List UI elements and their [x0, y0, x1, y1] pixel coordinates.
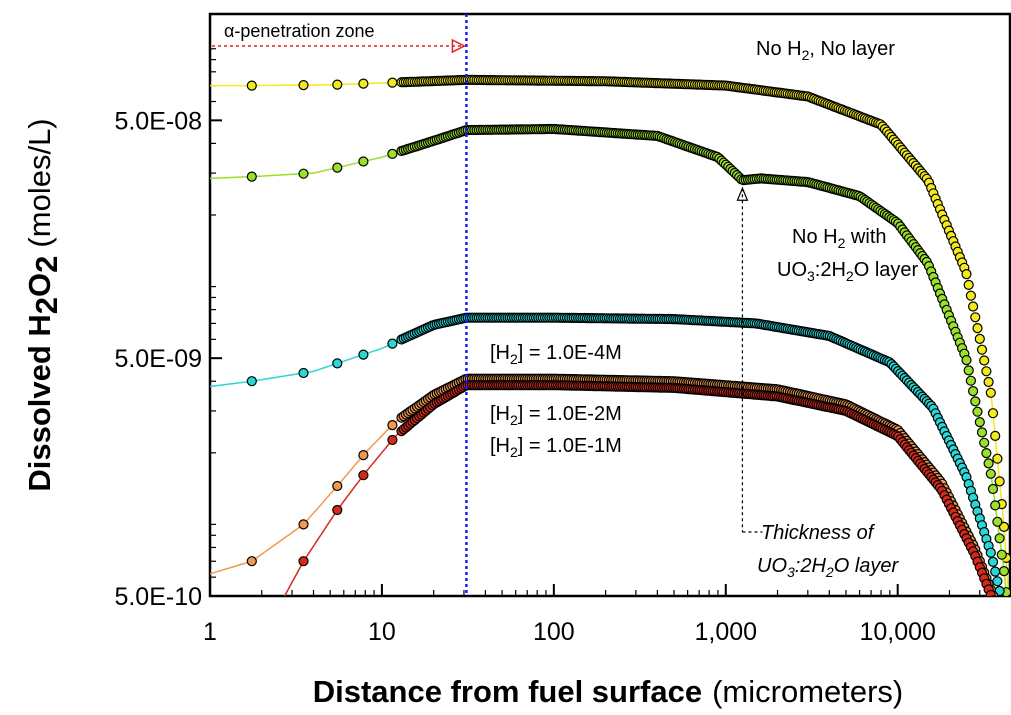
alpha-zone-label: α-penetration zone: [224, 21, 375, 41]
label-no-h2-no-layer: No H2, No layer: [756, 38, 895, 63]
data-point: [974, 417, 985, 428]
data-point: [990, 500, 1001, 511]
data-point: [965, 290, 977, 301]
data-point: [963, 365, 974, 376]
y-tick-label: 5.0E-08: [114, 107, 202, 135]
data-point: [985, 387, 996, 398]
data-point: [994, 533, 1005, 544]
label-thickness-line2: UO3:2H2O layer: [757, 555, 900, 580]
x-tick-label: 1: [203, 618, 217, 646]
data-point: [990, 595, 996, 596]
label-h2-1e-4: [H2] = 1.0E-4M: [490, 342, 622, 367]
data-point: [981, 448, 992, 459]
series-2: [210, 123, 1010, 596]
data-point: [974, 333, 985, 344]
plot-frame: [208, 12, 1011, 598]
data-point: [998, 521, 1010, 533]
data-point: [332, 358, 343, 369]
data-point: [990, 430, 1001, 441]
x-tick-label: 1,000: [694, 618, 757, 646]
data-point: [992, 516, 1003, 527]
data-point: [332, 162, 343, 173]
data-point: [983, 458, 994, 469]
data-point: [987, 556, 999, 568]
y-tick-label: 5.0E-10: [114, 583, 202, 611]
data-point: [298, 168, 309, 179]
data-point: [358, 78, 369, 89]
data-point: [983, 376, 994, 388]
data-point: [976, 427, 988, 438]
data-point: [970, 312, 981, 323]
data-point: [387, 434, 398, 446]
data-point: [358, 349, 369, 360]
data-point: [298, 519, 309, 530]
data-point: [965, 375, 977, 386]
data-point: [961, 269, 972, 280]
data-point: [979, 355, 990, 366]
data-point: [332, 504, 343, 516]
data-point: [970, 396, 981, 407]
y-axis: 5.0E-10 5.0E-09 5.0E-08: [114, 48, 222, 611]
data-point: [987, 483, 999, 495]
data-point: [332, 480, 343, 492]
series-3: [210, 312, 1005, 596]
data-point: [972, 406, 983, 417]
data-point: [992, 576, 1003, 587]
label-h2-1e-1: [H2] = 1.0E-1M: [490, 435, 622, 460]
data-point: [992, 453, 1003, 464]
data-point: [999, 595, 1004, 596]
data-point: [990, 566, 1001, 577]
data-point: [979, 437, 990, 448]
data-point: [298, 367, 309, 379]
data-point: [246, 556, 257, 567]
label-no-h2-layer-line1: No H2 with: [792, 226, 887, 251]
data-point: [387, 148, 398, 159]
data-point: [358, 450, 369, 461]
series-1: [210, 74, 1010, 596]
label-no-h2-layer-line2: UO3:2H2O layer: [777, 259, 919, 284]
label-h2-1e-2: [H2] = 1.0E-2M: [490, 403, 622, 428]
x-tick-label: 100: [533, 618, 575, 646]
data-point: [387, 77, 398, 88]
data-point: [972, 323, 983, 334]
x-tick-label: 10: [368, 618, 396, 646]
data-point: [996, 549, 1007, 560]
data-point: [961, 355, 972, 366]
y-tick-label: 5.0E-09: [114, 345, 202, 373]
data-point: [967, 386, 979, 397]
data-point: [963, 279, 974, 290]
data-point: [976, 344, 988, 355]
data-point: [387, 420, 398, 431]
series-5: [283, 380, 996, 596]
series-layer: [210, 74, 1010, 596]
data-point: [246, 171, 257, 182]
x-axis: 1 10 100 1,000 10,000: [203, 584, 1002, 646]
data-point: [987, 408, 999, 419]
data-point: [332, 79, 343, 90]
data-point: [298, 79, 309, 91]
alpha-zone-arrowhead: [451, 38, 467, 54]
data-point: [998, 565, 1010, 577]
alpha-zone-label-bg: [220, 17, 448, 43]
x-axis-title: Distance from fuel surface (micrometers): [313, 674, 904, 709]
data-point: [387, 338, 398, 349]
data-point: [985, 547, 996, 558]
data-point: [246, 80, 257, 91]
x-tick-label: 10,000: [859, 618, 935, 646]
y-axis-title: Dissolved H2O2(moles/L): [22, 118, 64, 491]
data-point: [967, 301, 979, 312]
data-point: [985, 468, 996, 479]
data-point: [985, 589, 996, 596]
data-point: [298, 556, 309, 567]
data-point: [358, 470, 369, 481]
label-thickness-line1: Thickness of: [761, 522, 876, 544]
data-point: [981, 366, 992, 377]
thickness-arrowhead: [736, 186, 749, 201]
data-point: [246, 376, 257, 387]
data-point: [994, 476, 1005, 487]
data-point: [358, 156, 369, 167]
